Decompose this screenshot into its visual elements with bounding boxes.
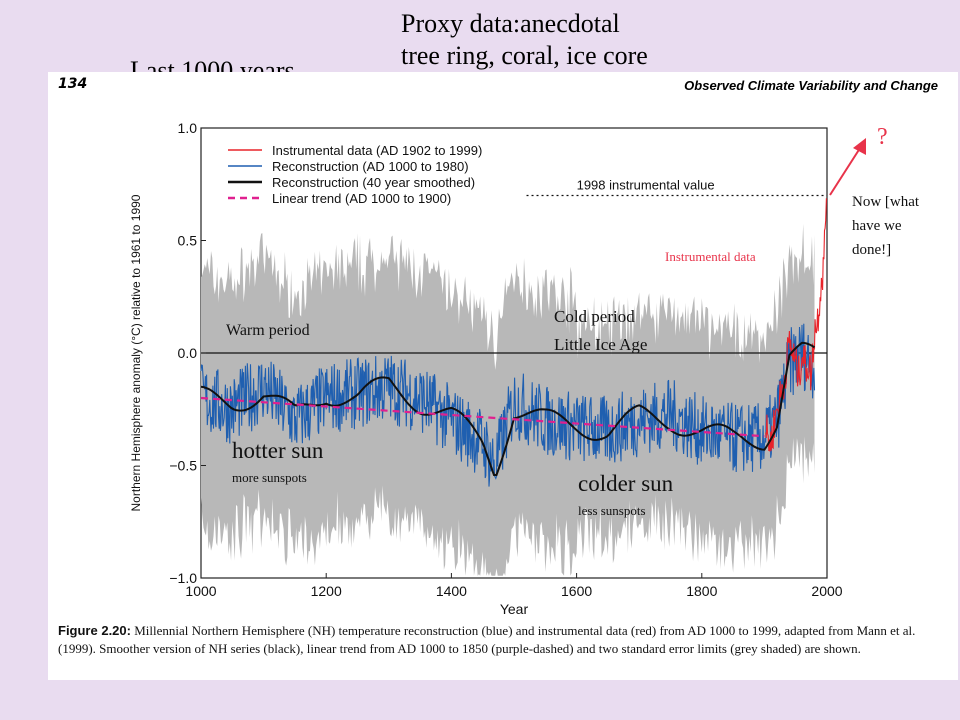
cold-period-label: Little Ice Age bbox=[554, 335, 647, 354]
caption-text: Millennial Northern Hemisphere (NH) temp… bbox=[58, 623, 916, 656]
x-tick-label: 1400 bbox=[436, 583, 467, 599]
series-instrumental-red bbox=[765, 198, 827, 452]
running-head: Observed Climate Variability and Change bbox=[684, 78, 938, 93]
page-number: 134 bbox=[58, 76, 88, 92]
question-mark: ? bbox=[877, 124, 888, 150]
y-tick-label: 0.5 bbox=[178, 233, 198, 249]
reference-line-label: 1998 instrumental value bbox=[577, 178, 715, 193]
y-tick-label: −0.5 bbox=[169, 458, 197, 474]
less-sunspots-label: less sunspots bbox=[578, 503, 646, 518]
y-tick-label: 0.0 bbox=[178, 345, 198, 361]
now-annotation-line: have we bbox=[852, 218, 902, 234]
warm-period-label: Warm period bbox=[226, 322, 310, 339]
hotter-sun-label: hotter sun bbox=[232, 438, 324, 463]
x-tick-label: 2000 bbox=[811, 583, 842, 599]
x-tick-label: 1000 bbox=[185, 583, 216, 599]
arrow-head bbox=[853, 138, 866, 155]
x-tick-label: 1800 bbox=[686, 583, 717, 599]
legend-entry: Reconstruction (40 year smoothed) bbox=[272, 175, 475, 190]
x-axis-label: Year bbox=[500, 601, 529, 617]
arrow-shaft bbox=[829, 144, 863, 196]
legend-entry: Instrumental data (AD 1902 to 1999) bbox=[272, 143, 482, 158]
series-linear-trend bbox=[200, 396, 765, 438]
x-tick-label: 1200 bbox=[311, 583, 342, 599]
more-sunspots-label: more sunspots bbox=[232, 470, 307, 485]
legend-entry: Reconstruction (AD 1000 to 1980) bbox=[272, 159, 469, 174]
proxy-line-1: Proxy data:anecdotal bbox=[401, 9, 620, 38]
instrumental-data-label: Instrumental data bbox=[665, 249, 756, 264]
y-tick-label: −1.0 bbox=[169, 570, 197, 586]
y-axis-label: Northern Hemisphere anomaly (°C) relativ… bbox=[129, 194, 143, 511]
proxy-line-2: tree ring, coral, ice core bbox=[401, 41, 648, 70]
figure-caption: Figure 2.20: Millennial Northern Hemisph… bbox=[58, 622, 948, 658]
x-tick-label: 1600 bbox=[561, 583, 592, 599]
caption-label: Figure 2.20: bbox=[58, 623, 131, 638]
y-tick-label: 1.0 bbox=[178, 120, 198, 136]
colder-sun-label: colder sun bbox=[578, 471, 674, 496]
now-annotation-line: Now [what bbox=[852, 194, 920, 210]
proxy-data-heading: Proxy data:anecdotal tree ring, coral, i… bbox=[401, 8, 648, 72]
series-reconstruction-blue bbox=[200, 323, 816, 487]
cold-period-label: Cold period bbox=[554, 307, 635, 326]
legend-entry: Linear trend (AD 1000 to 1900) bbox=[272, 191, 451, 206]
now-annotation-line: done!] bbox=[852, 242, 891, 258]
